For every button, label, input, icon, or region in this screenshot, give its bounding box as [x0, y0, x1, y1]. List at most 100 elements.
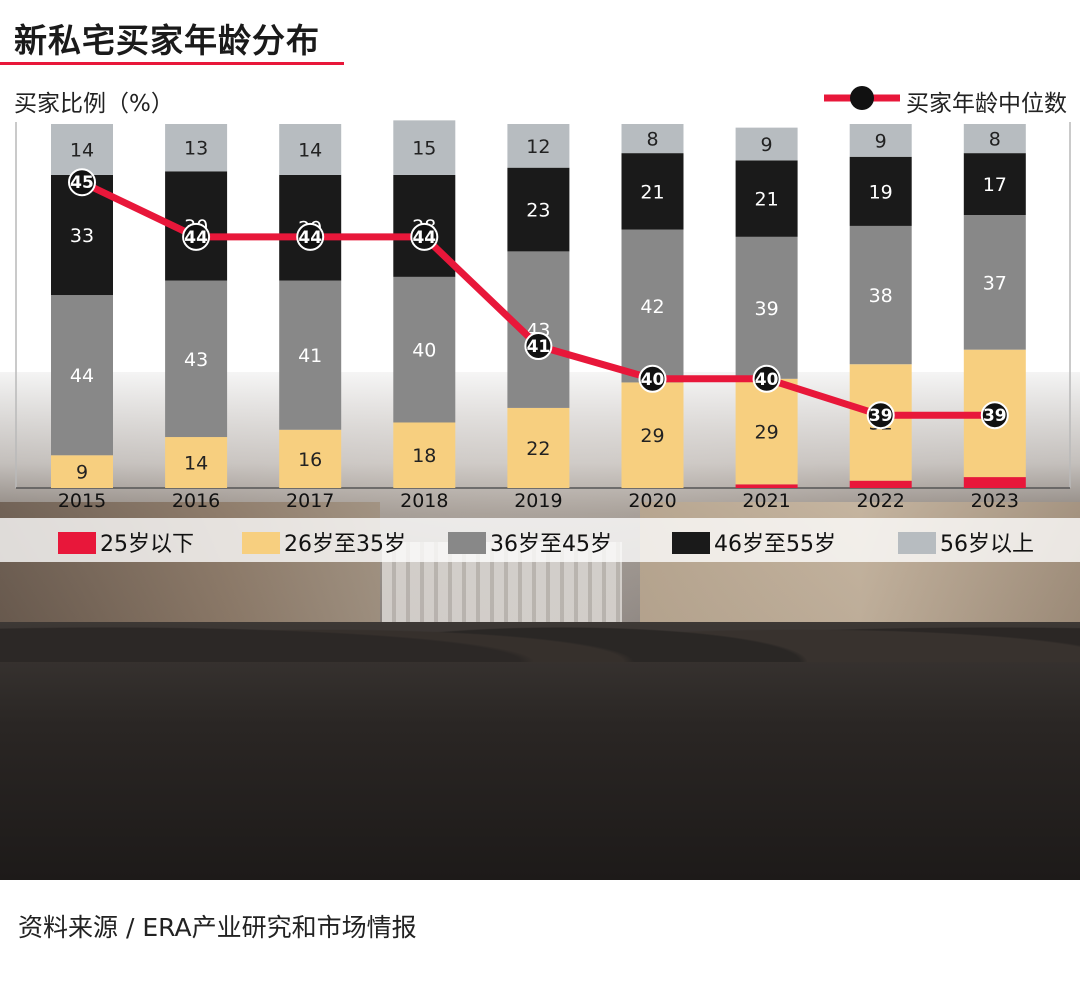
bar-segment-2021-1 [735, 378, 798, 485]
median-point [980, 401, 1009, 430]
bar-value-label: 15 [412, 138, 436, 160]
legend-item: 36岁至45岁 [448, 526, 612, 558]
bar-value-label: 14 [184, 453, 208, 475]
legend-item: 46岁至55岁 [672, 526, 836, 558]
bar-segment-2017-2 [279, 280, 342, 430]
bar-value-label: 14 [298, 139, 322, 161]
bar-segment-2021-3 [735, 160, 798, 237]
bar-value-label: 23 [526, 200, 550, 222]
chart-title: 新私宅买家年龄分布 [14, 21, 320, 60]
bar-segment-2023-0 [963, 477, 1026, 488]
bar-segment-2015-1 [51, 455, 113, 488]
bar-value-label: 29 [640, 425, 664, 447]
legend-swatch [448, 532, 486, 554]
legend-item: 56岁以上 [898, 526, 1034, 558]
bar-value-label: 42 [640, 296, 664, 318]
bar-segment-2016-4 [165, 124, 228, 172]
median-value-label: 40 [641, 370, 665, 390]
bar-value-label: 14 [70, 139, 94, 161]
bar-value-label: 9 [761, 134, 773, 156]
bar-value-label: 17 [983, 174, 1007, 196]
median-point [638, 364, 667, 393]
bar-value-label: 13 [184, 138, 208, 160]
bar-value-label: 18 [412, 445, 436, 467]
bar-segment-2022-0 [849, 480, 912, 488]
median-value-label: 39 [869, 406, 893, 426]
median-value-label: 44 [298, 228, 322, 248]
photo-crowd [0, 582, 1080, 880]
bar-value-label: 37 [983, 272, 1007, 294]
legend-swatch [58, 532, 96, 554]
bar-value-label: 19 [869, 181, 893, 203]
title-underline [0, 62, 344, 65]
median-point [752, 364, 781, 393]
legend-swatch [898, 532, 936, 554]
bar-segment-2019-4 [507, 124, 570, 168]
bar-segment-2020-2 [621, 229, 684, 383]
stacked-bar-chart: 9443314144330131641291418402815224323122… [15, 120, 1071, 512]
median-point [866, 401, 895, 430]
median-value-label: 44 [184, 228, 208, 248]
bar-segment-2015-2 [51, 295, 113, 456]
median-value-label: 41 [527, 337, 551, 357]
legend-swatch [672, 532, 710, 554]
bar-segment-2016-2 [165, 280, 228, 438]
bar-segment-2020-4 [621, 124, 684, 154]
median-point [410, 222, 439, 251]
bar-segment-2018-4 [393, 120, 456, 175]
bar-segment-2019-3 [507, 167, 570, 252]
bar-segment-2020-1 [621, 382, 684, 488]
bar-value-label: 44 [70, 365, 94, 387]
bar-value-label: 29 [755, 422, 779, 444]
legend-label: 46岁至55岁 [714, 532, 836, 557]
bar-value-label: 21 [755, 189, 779, 211]
median-value-label: 44 [412, 228, 436, 248]
bar-value-label: 8 [989, 129, 1001, 151]
bar-value-label: 22 [526, 438, 550, 460]
median-point [296, 222, 325, 251]
bar-value-label: 39 [755, 298, 779, 320]
bar-segment-2017-4 [279, 124, 342, 175]
x-tick-label: 2019 [514, 490, 562, 512]
header: 新私宅买家年龄分布 买家比例（%） 买家年龄中位数 [0, 0, 1080, 120]
bar-value-label: 40 [412, 340, 436, 362]
bar-segment-2017-1 [279, 429, 342, 488]
x-tick-label: 2023 [971, 490, 1019, 512]
legend-label: 36岁至45岁 [490, 532, 612, 557]
bar-segment-2018-2 [393, 276, 456, 423]
median-point [524, 332, 553, 361]
x-tick-label: 2020 [628, 490, 676, 512]
legend-label: 56岁以上 [940, 532, 1034, 557]
x-tick-label: 2018 [400, 490, 448, 512]
median-value-label: 45 [70, 173, 94, 193]
x-tick-label: 2022 [857, 490, 905, 512]
x-tick-label: 2015 [58, 490, 106, 512]
median-value-label: 40 [755, 370, 779, 390]
legend-label: 25岁以下 [100, 532, 194, 557]
bar-value-label: 41 [298, 345, 322, 367]
x-tick-label: 2021 [742, 490, 790, 512]
x-tick-label: 2016 [172, 490, 220, 512]
median-legend-icon [824, 86, 900, 110]
bar-segment-2021-0 [735, 484, 798, 488]
bar-segment-2022-2 [849, 225, 912, 365]
legend-label: 26岁至35岁 [284, 532, 406, 557]
legend-item: 26岁至35岁 [242, 526, 406, 558]
bar-value-label: 9 [76, 462, 88, 484]
y-axis-label: 买家比例（%） [14, 91, 174, 117]
median-point [182, 222, 211, 251]
bar-segment-2022-4 [849, 124, 912, 157]
median-value-label: 39 [983, 406, 1007, 426]
bar-value-label: 43 [184, 349, 208, 371]
bar-segment-2019-1 [507, 407, 570, 488]
median-point [68, 168, 96, 197]
bar-segment-2021-4 [735, 127, 798, 161]
bar-segment-2016-1 [165, 437, 228, 488]
bar-segment-2023-3 [963, 153, 1026, 215]
legend-swatch [242, 532, 280, 554]
bar-value-label: 21 [640, 181, 664, 203]
bar-segment-2021-2 [735, 236, 798, 379]
bar-segment-2023-2 [963, 215, 1026, 350]
x-tick-label: 2017 [286, 490, 334, 512]
bar-value-label: 33 [70, 225, 94, 247]
